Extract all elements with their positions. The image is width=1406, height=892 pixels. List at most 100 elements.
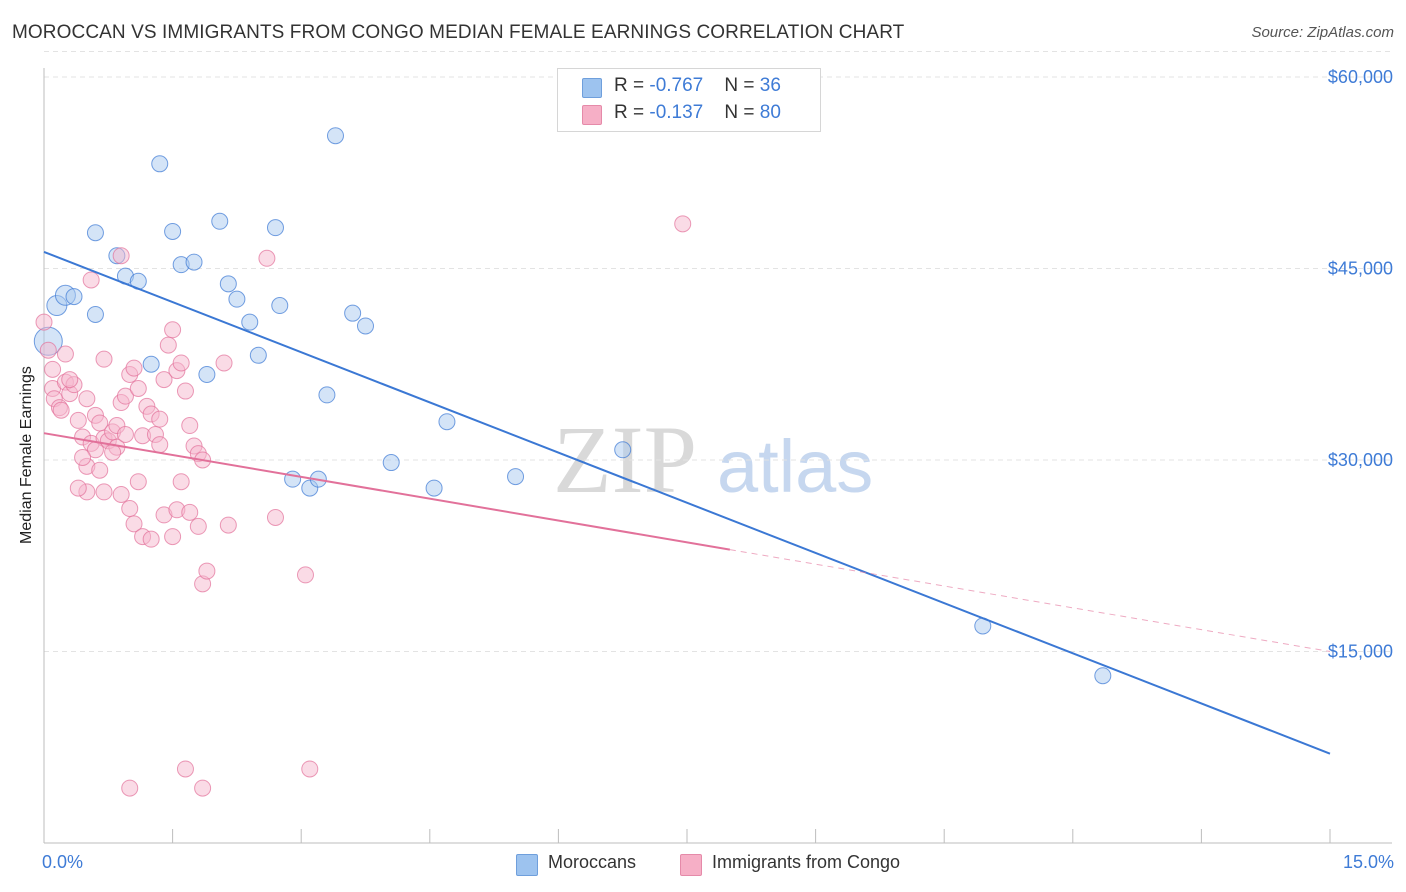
congo-point [52, 401, 70, 419]
congo-point [164, 321, 182, 339]
congo-point [95, 350, 113, 368]
congo-point [164, 528, 182, 546]
stats-legend: R = -0.767 N = 36 R = -0.137 N = 80 [557, 68, 821, 132]
congo-point [172, 354, 190, 372]
x-tick-min: 0.0% [42, 852, 84, 872]
n-label: N = [724, 75, 760, 96]
congo-point [61, 371, 79, 389]
moroccans-point [86, 224, 104, 242]
congo-point [121, 779, 139, 797]
congo-point [215, 354, 233, 372]
legend-swatch-congo [582, 105, 602, 125]
n-label: N = [724, 102, 760, 123]
moroccans-point [425, 479, 443, 497]
moroccans-point [249, 346, 267, 364]
congo-point [44, 360, 62, 378]
congo-point [69, 479, 87, 497]
congo-point [296, 566, 314, 584]
moroccans-point [241, 313, 259, 331]
x-tick-max: 15.0% [1342, 852, 1394, 872]
congo-point [74, 448, 92, 466]
r-value: -0.137 [649, 102, 704, 123]
moroccans-point [228, 290, 246, 308]
moroccans-point [271, 297, 289, 315]
congo-point [35, 313, 53, 331]
moroccans-point [382, 454, 400, 472]
congo-point [95, 483, 113, 501]
y-tick-label: $30,000 [1328, 450, 1393, 470]
congo-point [301, 760, 319, 778]
moroccans-point [185, 253, 203, 271]
series-legend: Moroccans Immigrants from Congo [0, 852, 1406, 878]
moroccans-point [344, 304, 362, 322]
legend-swatch-moroccans [516, 854, 538, 876]
legend-label: Moroccans [548, 852, 637, 872]
watermark-atlas: atlas [717, 425, 873, 508]
congo-point [82, 271, 100, 289]
legend-label: Immigrants from Congo [712, 852, 901, 872]
congo-point [674, 215, 692, 233]
moroccans-point [151, 155, 169, 173]
congo-point [116, 387, 134, 405]
congo-point [116, 425, 134, 443]
congo-point [121, 500, 139, 518]
congo-point [78, 390, 96, 408]
congo-point [219, 516, 237, 534]
moroccans-trend-line [43, 250, 1331, 755]
congo-point [112, 485, 130, 503]
r-label: R = [614, 102, 650, 123]
congo-point [129, 380, 147, 398]
congo-point [91, 461, 109, 479]
chart-title: MOROCCAN VS IMMIGRANTS FROM CONGO MEDIAN… [12, 22, 905, 43]
congo-point [258, 249, 276, 267]
congo-point [181, 417, 199, 435]
y-tick-label: $60,000 [1328, 67, 1393, 87]
n-value: 36 [759, 75, 781, 96]
congo-point [172, 473, 190, 491]
moroccans-point [614, 441, 632, 459]
r-value: -0.767 [649, 75, 704, 96]
congo-point [39, 341, 57, 359]
moroccans-point [318, 386, 336, 404]
y-tick-label: $15,000 [1328, 641, 1393, 661]
congo-point [142, 530, 160, 548]
legend-swatch-congo [680, 854, 702, 876]
moroccans-point [1094, 667, 1112, 685]
congo-point [151, 410, 169, 428]
moroccans-point [164, 222, 182, 240]
congo-point [69, 411, 87, 429]
congo-point [176, 382, 194, 400]
congo-point [198, 562, 216, 580]
congo-point [112, 247, 130, 265]
congo-point [176, 760, 194, 778]
congo-point [266, 508, 284, 526]
y-tick-label: $45,000 [1328, 258, 1393, 278]
congo-point [181, 503, 199, 521]
moroccans-point [357, 317, 374, 335]
moroccans-point [507, 468, 525, 486]
r-label: R = [614, 75, 650, 96]
moroccans-point [266, 219, 284, 237]
n-value: 80 [759, 102, 781, 123]
congo-point [194, 779, 212, 797]
moroccans-point [198, 365, 216, 383]
legend-swatch-moroccans [582, 78, 602, 98]
congo-trend-line [43, 432, 731, 551]
congo-point [151, 436, 169, 454]
moroccans-point [438, 413, 456, 431]
moroccans-point [211, 212, 229, 230]
moroccans-point [219, 275, 237, 293]
congo-point [159, 336, 177, 354]
congo-point [125, 515, 143, 533]
congo-point [56, 345, 74, 363]
source-credit: Source: ZipAtlas.com [1251, 24, 1394, 41]
moroccans-point [326, 127, 344, 145]
congo-trend-line-extension [729, 549, 1331, 652]
congo-point [155, 371, 173, 389]
moroccans-point [142, 355, 160, 373]
moroccans-point [65, 288, 83, 306]
congo-point [129, 473, 147, 491]
congo-point [125, 359, 143, 377]
moroccans-point [86, 305, 104, 323]
